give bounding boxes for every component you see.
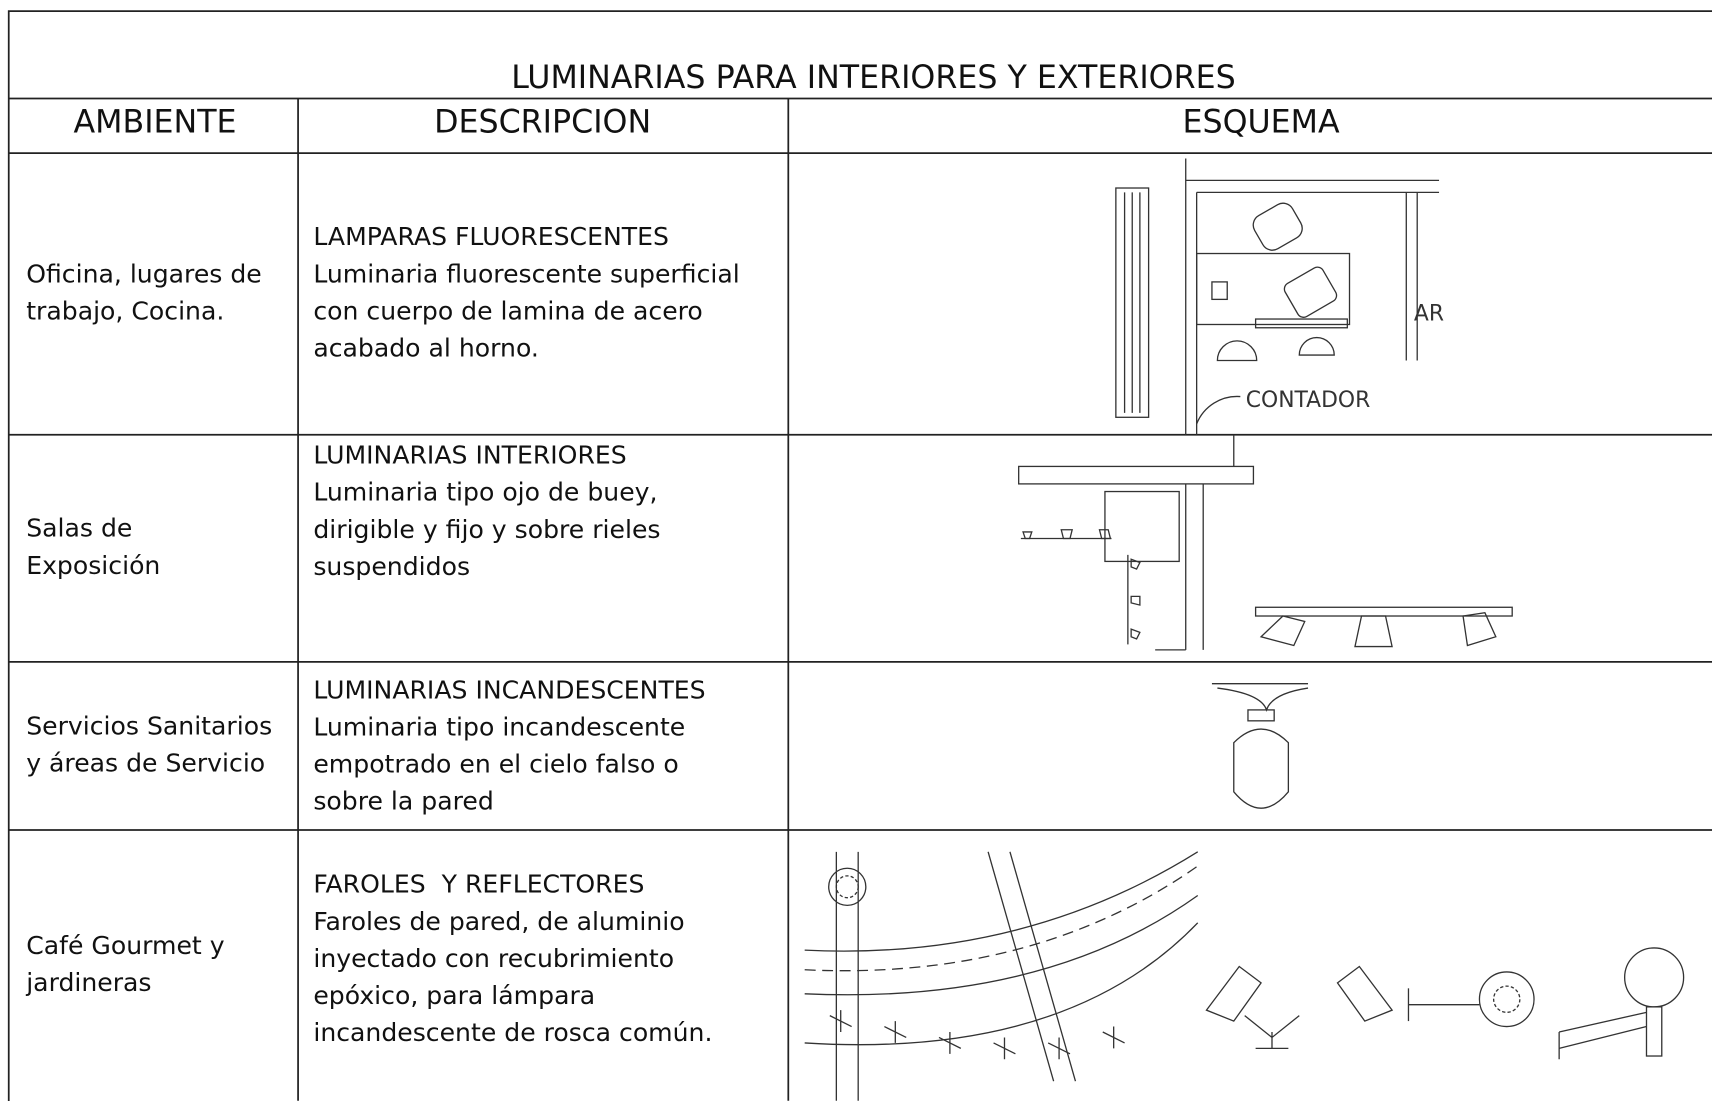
description-text: acabado al horno. — [313, 334, 539, 363]
ambiente-text: Café Gourmet y — [26, 931, 225, 960]
description-heading: LUMINARIAS INCANDESCENTES — [313, 675, 705, 704]
column-header: ESQUEMA — [1182, 105, 1339, 141]
ambiente-text: Oficina, lugares de — [26, 259, 262, 288]
office-schematic: CONTADOR AR — [1115, 158, 1444, 435]
description-text: Luminaria tipo incandescente — [313, 712, 685, 741]
description-heading: LAMPARAS FLUORESCENTES — [313, 222, 669, 251]
garden-schematic — [804, 851, 1685, 1101]
description-text: dirigible y fijo y sobre rieles — [313, 515, 660, 544]
description-text: sobre la pared — [313, 787, 493, 816]
description-heading: LUMINARIAS INTERIORES — [313, 441, 626, 470]
drawing-label: AR — [1414, 302, 1444, 327]
column-header: DESCRIPCION — [434, 105, 651, 141]
ambiente-text: y áreas de Servicio — [26, 749, 265, 778]
description-text: inyectado con recubrimiento — [313, 944, 674, 973]
table-cells: Oficina, lugares de trabajo, Cocina. LAMPA… — [25, 222, 740, 1047]
description-text: Luminaria tipo ojo de buey, — [313, 478, 657, 507]
ambiente-text: jardineras — [25, 968, 151, 997]
ambiente-text: Servicios Sanitarios — [26, 711, 272, 740]
table-title: LUMINARIAS PARA INTERIORES Y EXTERIORES — [511, 60, 1235, 96]
description-text: suspendidos — [313, 552, 470, 581]
drawing-label: CONTADOR — [1246, 388, 1370, 413]
table-grid — [7, 10, 1712, 1101]
description-text: Faroles de pared, de aluminio — [313, 907, 684, 936]
ambiente-text: trabajo, Cocina. — [26, 296, 224, 325]
description-text: con cuerpo de lamina de acero — [313, 296, 702, 325]
description-text: Luminaria fluorescente superficial — [313, 259, 739, 288]
description-text: epóxico, para lámpara — [313, 981, 595, 1010]
incandescent-schematic — [1211, 683, 1309, 809]
ambiente-text: Exposición — [26, 551, 160, 580]
column-header: AMBIENTE — [74, 105, 237, 141]
description-text: incandescente de rosca común. — [313, 1018, 712, 1047]
ambiente-text: Salas de — [26, 514, 132, 543]
description-text: empotrado en el cielo falso o — [313, 750, 678, 779]
exhibition-schematic — [1018, 434, 1513, 651]
description-heading: FAROLES Y REFLECTORES — [313, 870, 644, 899]
